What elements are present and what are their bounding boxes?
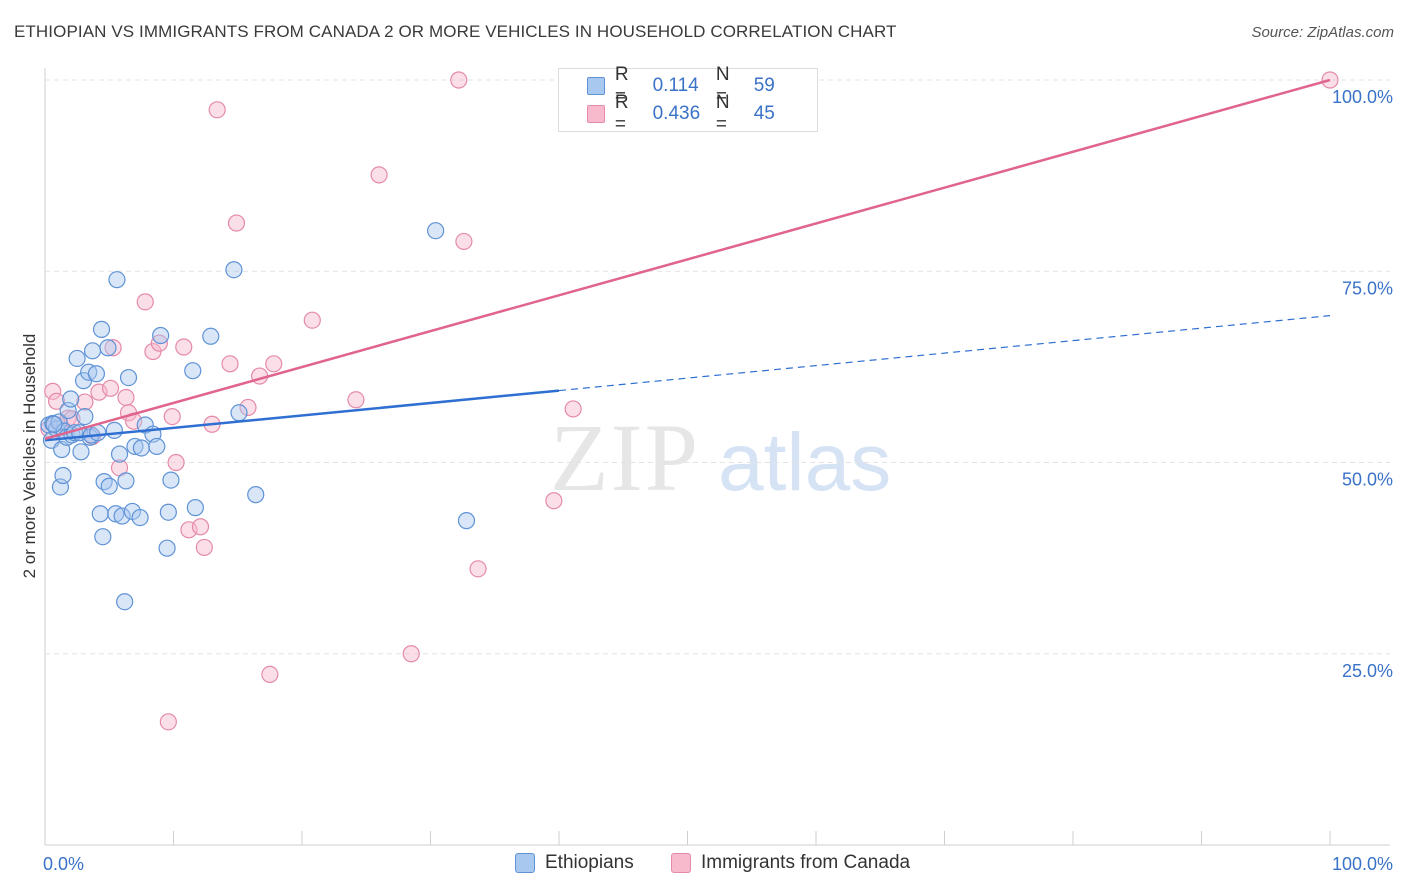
canada-point (208, 101, 226, 119)
ethiopian-point (148, 437, 166, 456)
legend-row-ethiopians: R = 0.114 N = 59 (587, 64, 817, 107)
ethiopian-point (62, 390, 80, 408)
legend-r-value: 0.114 (652, 75, 699, 96)
y-tick-label: 25.0% (1342, 661, 1393, 681)
ethiopian-point (92, 320, 111, 338)
canada-point (159, 713, 177, 731)
watermark-zip: ZIP (550, 404, 700, 511)
ethiopian-point (186, 499, 204, 517)
ethiopian-point (91, 505, 109, 523)
ethiopian-point (230, 404, 248, 422)
ethiopian-point (54, 466, 72, 485)
canada-point (227, 214, 246, 232)
chart-title: ETHIOPIAN VS IMMIGRANTS FROM CANADA 2 OR… (14, 22, 897, 41)
ethiopian-point (184, 362, 202, 380)
ethiopian-point (76, 408, 94, 426)
legend-label-canada: Immigrants from Canada (701, 852, 911, 873)
canada-point (402, 645, 420, 663)
ethiopian-point (117, 472, 135, 490)
ethiopians-trend-extension (558, 315, 1331, 392)
ethiopian-point (427, 222, 445, 240)
ethiopian-point (162, 471, 180, 489)
canada-point (347, 391, 365, 409)
ethiopian-point (158, 539, 176, 557)
canada-point (76, 393, 94, 411)
legend-row-canada: R = 0.436 N = 45 (587, 92, 817, 135)
ethiopian-point (116, 593, 134, 611)
legend-n-label: N = (715, 64, 730, 107)
legend-r-label: R = (614, 92, 629, 135)
canada-point (47, 392, 66, 410)
legend-n-value: 59 (753, 75, 775, 96)
ethiopian-point (99, 339, 117, 357)
ethiopian-point (108, 271, 126, 289)
chart-source: Source: ZipAtlas.com (1251, 24, 1394, 41)
canada-point (136, 293, 154, 311)
y-tick-label: 100.0% (1332, 87, 1393, 107)
ethiopian-point (159, 503, 177, 521)
canada-point (195, 538, 213, 557)
canada-point (545, 492, 563, 510)
canada-point (265, 355, 283, 373)
legend-swatch-ethiopians (587, 77, 605, 95)
ethiopian-point (110, 445, 129, 463)
ethiopian-point (247, 486, 265, 504)
canada-point (261, 665, 279, 684)
y-tick-label: 50.0% (1342, 470, 1393, 490)
canada-point (455, 232, 473, 251)
ethiopian-point (100, 477, 118, 495)
legend-swatch-canada (587, 105, 605, 123)
canada-point (564, 400, 582, 418)
canada-point (370, 166, 388, 184)
ethiopian-point (119, 368, 138, 387)
canada-point (221, 355, 239, 373)
ethiopian-point (225, 261, 243, 279)
correlation-legend: R = 0.114 N = 59 R = 0.436 N = 45 (558, 64, 818, 135)
y-tick-label: 75.0% (1342, 278, 1393, 298)
legend-n-value: 45 (753, 103, 775, 124)
canada-point (117, 388, 135, 407)
x-tick-label: 0.0% (43, 854, 84, 874)
ethiopian-point (94, 528, 112, 546)
ethiopian-point (152, 326, 170, 345)
ethiopian-point (83, 342, 102, 360)
legend-r-label: R = (614, 64, 629, 107)
ethiopian-point (89, 424, 107, 442)
canada-trend-line (44, 78, 1331, 440)
canada-point (450, 71, 468, 89)
ethiopian-point (132, 439, 150, 457)
legend-r-value: 0.436 (652, 103, 701, 124)
ethiopian-point (68, 349, 86, 368)
ethiopian-point (95, 473, 113, 491)
legend-item-canada: Immigrants from Canada (671, 852, 910, 874)
legend-label-ethiopians: Ethiopians (545, 852, 634, 873)
canada-point (101, 379, 120, 397)
canada-point (167, 453, 185, 472)
legend-n-label: N = (715, 92, 730, 135)
canada-point (175, 338, 193, 356)
x-tick-label: 100.0% (1332, 854, 1393, 874)
legend-swatch-ethiopians (515, 853, 535, 873)
ethiopian-point (72, 443, 90, 461)
canada-point (191, 518, 210, 536)
ethiopian-point (45, 415, 63, 433)
canada-point (469, 560, 487, 578)
series-legend: Ethiopians Immigrants from Canada (0, 852, 1406, 876)
ethiopians-trend-line (44, 389, 560, 442)
ethiopian-point (105, 421, 123, 439)
ethiopian-point (113, 507, 131, 525)
ethiopian-point (87, 365, 106, 383)
ethiopian-point (202, 327, 220, 345)
canada-point (163, 408, 181, 426)
legend-swatch-canada (671, 853, 691, 873)
ethiopian-point (131, 508, 149, 527)
legend-item-ethiopians: Ethiopians (515, 852, 634, 874)
ethiopian-point (126, 437, 144, 456)
canada-point (44, 382, 62, 400)
canada-point (303, 311, 321, 329)
canada-point (104, 339, 122, 357)
ethiopian-point (457, 512, 476, 530)
canada-point (239, 398, 257, 417)
